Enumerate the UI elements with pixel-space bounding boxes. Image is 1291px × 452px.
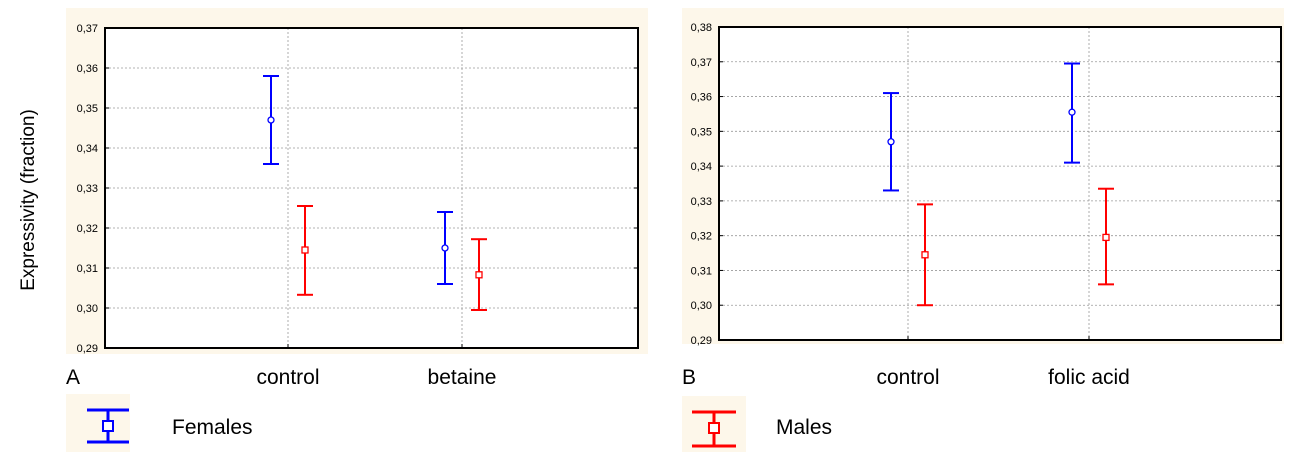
y-tick-label: 0,37: [691, 57, 712, 69]
x-category-label: folic acid: [1048, 366, 1130, 389]
error-bar-females: [263, 75, 279, 165]
y-tick-label: 0,33: [691, 196, 712, 208]
panel-b-chart: 0,29 0,30 0,31 0,32 0,33 0,34 0,35 0,36 0,37 0,38…: [682, 8, 1284, 389]
x-category-label: control: [876, 366, 939, 389]
legend-males-label: Males: [776, 416, 832, 439]
y-tick-label: 0,34: [77, 143, 98, 155]
error-bar-males: [917, 203, 933, 307]
error-bar-females: [1064, 62, 1080, 164]
legend-females-label: Females: [172, 416, 253, 439]
panel-b-label: B: [682, 366, 696, 389]
legend-males-symbol: [692, 410, 736, 448]
mean-point: [1102, 233, 1110, 242]
error-bar-females: [437, 211, 453, 285]
x-category-label: betaine: [428, 366, 497, 389]
legend: Females Males: [66, 394, 832, 452]
mean-point: [887, 138, 895, 146]
y-tick-label: 0,32: [691, 231, 712, 243]
y-axis-label: Expressivity (fraction): [18, 109, 39, 291]
mean-point: [267, 116, 275, 124]
mean-point: [1068, 108, 1076, 116]
y-tick-label: 0,30: [691, 300, 712, 312]
y-tick-label: 0,29: [691, 335, 712, 347]
mean-point: [921, 251, 929, 259]
y-tick-label: 0,31: [691, 265, 712, 277]
y-tick-label: 0,30: [77, 303, 98, 315]
plot-area: [719, 27, 1281, 340]
y-tick-label: 0,35: [691, 126, 712, 138]
y-tick-label: 0,34: [691, 161, 712, 173]
legend-females-symbol: [87, 408, 129, 444]
y-tick-label: 0,31: [77, 263, 98, 275]
error-bar-males: [1098, 187, 1114, 286]
y-tick-label: 0,32: [77, 223, 98, 235]
panel-a-chart: 0,29 0,30 0,31 0,32 0,33 0,34 0,35 0,36 0,37 cont…: [66, 8, 648, 389]
y-tick-label: 0,36: [77, 63, 98, 75]
mean-point: [475, 271, 483, 279]
error-bar-males: [297, 205, 313, 296]
mean-point: [441, 244, 449, 252]
y-tick-label: 0,37: [77, 23, 98, 35]
y-tick-label: 0,29: [77, 343, 98, 355]
y-tick-label: 0,38: [691, 22, 712, 34]
y-tick-label: 0,36: [691, 92, 712, 104]
mean-point: [301, 246, 309, 254]
error-bar-females: [883, 92, 899, 192]
y-tick-label: 0,35: [77, 103, 98, 115]
panel-a-label: A: [66, 366, 80, 389]
plot-frame: [104, 27, 639, 349]
x-category-label: control: [256, 366, 319, 389]
plot-frame: [718, 26, 1282, 341]
y-tick-label: 0,33: [77, 183, 98, 195]
error-bar-males: [471, 238, 487, 311]
